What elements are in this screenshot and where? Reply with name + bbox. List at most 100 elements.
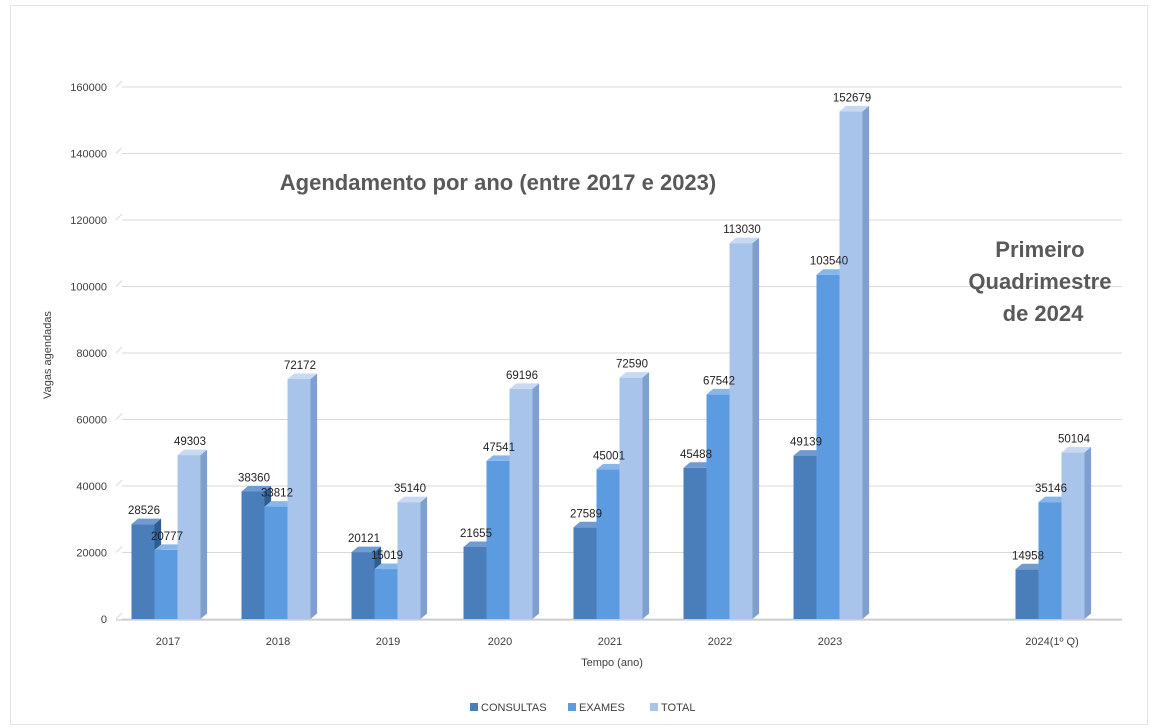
data-label: 72590: [616, 359, 648, 371]
gridline-depth: [115, 413, 123, 420]
legend-swatch: [568, 703, 576, 711]
data-label: 49303: [174, 436, 206, 448]
bar-front: [264, 506, 288, 619]
bar-side: [1084, 446, 1092, 619]
data-label: 28526: [128, 505, 160, 517]
bar-front: [374, 569, 398, 619]
bar-top: [509, 383, 540, 389]
gridline-depth: [115, 213, 123, 221]
gridline-depth: [115, 612, 123, 620]
bar-side: [642, 372, 650, 619]
y-tick-label: 120000: [70, 215, 107, 227]
bar-top: [1015, 563, 1046, 570]
chart-annotation-main: Agendamento por ano (entre 2017 e 2023): [280, 170, 716, 195]
legend-item-exames: EXAMES: [568, 702, 625, 714]
bar-top: [1061, 446, 1092, 453]
y-tick-label: 80000: [76, 348, 107, 360]
bar-front: [509, 388, 533, 619]
bar-total-2021: [619, 372, 650, 619]
bar-front: [1061, 452, 1085, 619]
legend-swatch: [470, 703, 478, 711]
data-label: 50104: [1058, 433, 1091, 445]
x-tick-label: 2018: [266, 636, 290, 648]
bar-front: [706, 394, 730, 619]
bar-front: [793, 455, 817, 619]
bar-top: [486, 455, 517, 461]
x-tick-label: 2020: [488, 636, 512, 648]
bar-top: [729, 237, 760, 244]
bar-front: [351, 552, 375, 619]
legend-label: CONSULTAS: [481, 702, 547, 714]
bar-top: [706, 388, 737, 395]
x-axis-ticks: 2017 2018 2019 2020 2021 2022 2023 2024(1º Q): [156, 636, 1079, 648]
x-tick-label: 2017: [156, 636, 180, 648]
data-label: 35140: [394, 483, 426, 495]
bar-top: [241, 485, 272, 492]
data-label: 20121: [348, 533, 380, 545]
bar-front: [463, 546, 487, 619]
y-tick-label: 0: [101, 614, 107, 626]
y-tick-label: 20000: [76, 548, 107, 560]
bar-top: [177, 449, 208, 456]
data-label: 15019: [371, 550, 403, 562]
legend-item-consultas: CONSULTAS: [470, 702, 547, 714]
bar-top: [351, 546, 382, 553]
gridline-depth: [115, 147, 123, 154]
legend-item-total: TOTAL: [650, 702, 695, 714]
bar-total-2017: [177, 449, 208, 619]
data-label: 103540: [810, 256, 848, 268]
bar-total-2023: [839, 105, 870, 620]
y-tick-label: 60000: [76, 415, 107, 427]
gridline-depth: [115, 479, 123, 487]
x-tick-label: 2019: [376, 636, 400, 648]
legend-swatch: [650, 703, 658, 711]
bar-top: [131, 518, 162, 525]
data-label: 21655: [460, 528, 492, 540]
chart-annotation-side: Primeiro Quadrimestre de 2024: [968, 237, 1117, 326]
bar-top: [596, 463, 627, 470]
bar-total-2024(1º Q): [1061, 446, 1092, 619]
legend: CONSULTAS EXAMES TOTAL: [470, 702, 695, 714]
data-label: 152679: [833, 92, 871, 104]
data-label: 113030: [723, 224, 761, 236]
data-label: 69196: [506, 370, 538, 382]
bar-front: [486, 460, 510, 619]
x-tick-label: 2022: [708, 636, 732, 648]
x-tick-label: 2021: [598, 636, 622, 648]
bar-top: [573, 521, 604, 528]
bar-top: [463, 541, 494, 547]
bar-top: [839, 105, 870, 112]
bar-top: [264, 501, 295, 507]
data-label: 20777: [151, 531, 183, 543]
bar-top: [397, 496, 428, 503]
bar-front: [839, 111, 863, 620]
bar-top: [287, 373, 318, 380]
y-axis-ticks: 0 20000 40000 60000 80000 100000 120000 140000 1…: [70, 82, 107, 626]
bar-total-2022: [729, 237, 760, 620]
bar-front: [1038, 502, 1062, 619]
data-label: 49139: [790, 437, 822, 449]
bar-total-2019: [397, 496, 428, 619]
data-label: 45001: [593, 450, 625, 462]
bar-front: [729, 243, 753, 620]
bar-side: [532, 383, 540, 619]
bar-front: [619, 377, 643, 619]
bars: [131, 105, 1092, 620]
bar-top: [793, 450, 824, 456]
bar-front: [573, 527, 597, 619]
bar-front: [816, 274, 840, 619]
bar-side: [752, 237, 760, 620]
chart-frame: [10, 5, 1148, 725]
bar-front: [596, 469, 620, 619]
gridline-depth: [115, 346, 123, 354]
data-label: 67542: [703, 375, 735, 387]
bar-front: [177, 455, 201, 619]
y-tick-label: 140000: [70, 149, 107, 161]
bar-total-2020: [509, 383, 540, 619]
bar-front: [397, 502, 421, 619]
bar-front: [154, 549, 178, 619]
bar-top: [374, 563, 405, 570]
data-label: 33812: [261, 488, 293, 500]
data-label: 38360: [238, 472, 270, 484]
